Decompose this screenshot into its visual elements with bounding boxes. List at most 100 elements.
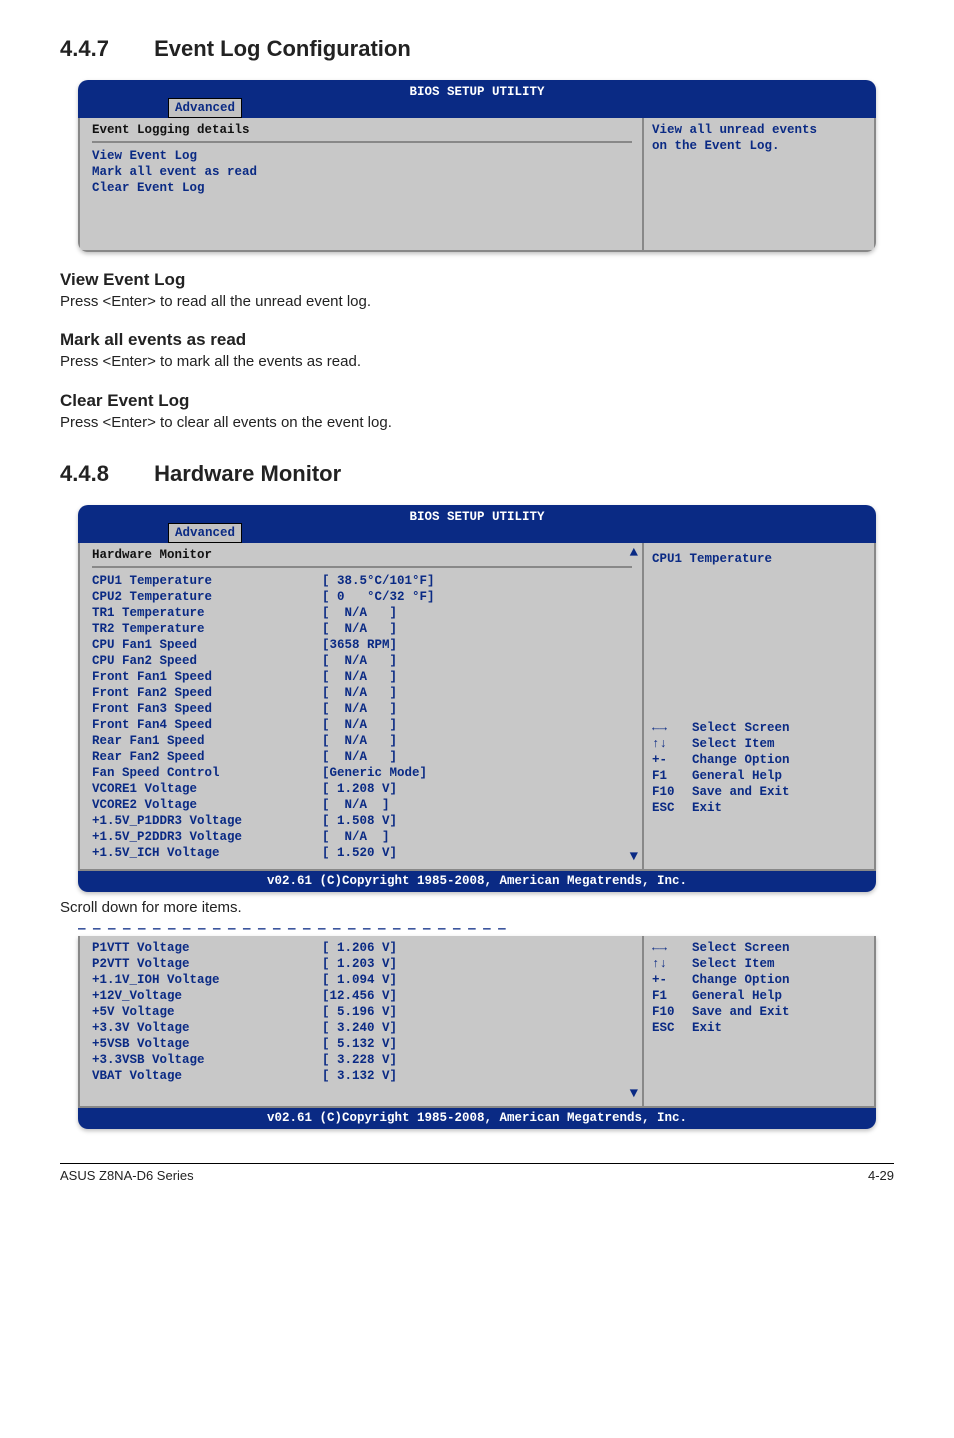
row-value: [ N/A ] [322, 701, 397, 717]
list-item[interactable]: Rear Fan1 Speed[ N/A ] [92, 733, 632, 749]
row-value: [ N/A ] [322, 749, 397, 765]
row-value: [Generic Mode] [322, 765, 427, 781]
row-value: [ N/A ] [322, 829, 390, 845]
tab-advanced[interactable]: Advanced [168, 523, 242, 543]
row-value: [ 1.094 V] [322, 972, 397, 988]
row-label: Front Fan4 Speed [92, 717, 322, 733]
help-line: +-Change Option [652, 972, 866, 988]
list-item[interactable]: +1.5V_P2DDR3 Voltage[ N/A ] [92, 829, 632, 845]
left-heading: Event Logging details [92, 122, 632, 138]
row-label: P2VTT Voltage [92, 956, 322, 972]
bios-screenshot-hardware-monitor: BIOS SETUP UTILITY Advanced ▲ Hardware M… [78, 505, 876, 892]
row-label: TR1 Temperature [92, 605, 322, 621]
row-value: [ 3.132 V] [322, 1068, 397, 1084]
menu-item[interactable]: Mark all event as read [92, 164, 632, 180]
section-title: 4.4.8 Hardware Monitor [60, 461, 894, 487]
row-value: [ N/A ] [322, 685, 397, 701]
help-key: ↑↓ [652, 956, 692, 972]
help-text: Exit [692, 800, 722, 816]
bios-screenshot-event-log: BIOS SETUP UTILITY Advanced Event Loggin… [78, 80, 876, 252]
help-key: F1 [652, 768, 692, 784]
help-context: CPU1 Temperature [652, 551, 866, 567]
help-text: Select Screen [692, 720, 790, 736]
bios-right-pane: CPU1 Temperature ←→Select Screen↑↓Select… [642, 543, 876, 871]
help-key: ←→ [652, 940, 692, 956]
list-item[interactable]: CPU2 Temperature[ 0 °C/32 °F] [92, 589, 632, 605]
help-key: F10 [652, 1004, 692, 1020]
bios-footer: v02.61 (C)Copyright 1985-2008, American … [78, 1108, 876, 1129]
scroll-down-icon[interactable]: ▼ [630, 849, 638, 867]
help-key: F1 [652, 988, 692, 1004]
row-label: Front Fan1 Speed [92, 669, 322, 685]
divider [92, 566, 632, 568]
list-item[interactable]: CPU1 Temperature[ 38.5°C/101°F] [92, 573, 632, 589]
row-label: VBAT Voltage [92, 1068, 322, 1084]
help-text: on the Event Log. [652, 138, 866, 154]
dashed-divider: — — — — — — — — — — — — — — — — — — — — … [78, 922, 876, 936]
scroll-up-icon[interactable]: ▲ [630, 545, 638, 563]
list-item[interactable]: +1.1V_IOH Voltage[ 1.094 V] [92, 972, 632, 988]
row-label: +1.5V_P1DDR3 Voltage [92, 813, 322, 829]
help-text: Select Item [692, 736, 775, 752]
help-text: Exit [692, 1020, 722, 1036]
help-key: F10 [652, 784, 692, 800]
bios-right-pane: View all unread events on the Event Log. [642, 118, 876, 252]
list-item[interactable]: Front Fan1 Speed[ N/A ] [92, 669, 632, 685]
list-item[interactable]: CPU Fan1 Speed[3658 RPM] [92, 637, 632, 653]
row-value: [ 1.520 V] [322, 845, 397, 861]
row-label: Front Fan2 Speed [92, 685, 322, 701]
list-item[interactable]: P2VTT Voltage[ 1.203 V] [92, 956, 632, 972]
row-label: +5VSB Voltage [92, 1036, 322, 1052]
help-key: +- [652, 752, 692, 768]
list-item[interactable]: Front Fan4 Speed[ N/A ] [92, 717, 632, 733]
row-label: CPU2 Temperature [92, 589, 322, 605]
row-label: VCORE1 Voltage [92, 781, 322, 797]
list-item[interactable]: +3.3VSB Voltage[ 3.228 V] [92, 1052, 632, 1068]
row-value: [3658 RPM] [322, 637, 397, 653]
row-value: [ N/A ] [322, 621, 397, 637]
row-label: Fan Speed Control [92, 765, 322, 781]
row-value: [ 0 °C/32 °F] [322, 589, 435, 605]
row-label: P1VTT Voltage [92, 940, 322, 956]
list-item[interactable]: P1VTT Voltage[ 1.206 V] [92, 940, 632, 956]
list-item[interactable]: Rear Fan2 Speed[ N/A ] [92, 749, 632, 765]
list-item[interactable]: TR2 Temperature[ N/A ] [92, 621, 632, 637]
list-item[interactable]: VBAT Voltage[ 3.132 V] [92, 1068, 632, 1084]
list-item[interactable]: +1.5V_ICH Voltage[ 1.520 V] [92, 845, 632, 861]
help-line: ESCExit [652, 1020, 866, 1036]
list-item[interactable]: VCORE1 Voltage[ 1.208 V] [92, 781, 632, 797]
list-item[interactable]: +5V Voltage[ 5.196 V] [92, 1004, 632, 1020]
tab-advanced[interactable]: Advanced [168, 98, 242, 118]
row-value: [ N/A ] [322, 669, 397, 685]
list-item[interactable]: VCORE2 Voltage[ N/A ] [92, 797, 632, 813]
menu-item[interactable]: Clear Event Log [92, 180, 632, 196]
list-item[interactable]: CPU Fan2 Speed[ N/A ] [92, 653, 632, 669]
menu-item[interactable]: View Event Log [92, 148, 632, 164]
list-item[interactable]: +1.5V_P1DDR3 Voltage[ 1.508 V] [92, 813, 632, 829]
row-label: +1.5V_ICH Voltage [92, 845, 322, 861]
list-item[interactable]: Front Fan2 Speed[ N/A ] [92, 685, 632, 701]
page-footer: ASUS Z8NA-D6 Series 4-29 [60, 1163, 894, 1183]
list-item[interactable]: +3.3V Voltage[ 3.240 V] [92, 1020, 632, 1036]
scroll-down-icon[interactable]: ▼ [630, 1086, 638, 1104]
list-item[interactable]: +12V_Voltage[12.456 V] [92, 988, 632, 1004]
help-text: General Help [692, 768, 782, 784]
subheading: View Event Log [60, 270, 894, 290]
row-label: CPU Fan1 Speed [92, 637, 322, 653]
help-line: F1General Help [652, 768, 866, 784]
row-value: [ 1.206 V] [322, 940, 397, 956]
bios-footer: v02.61 (C)Copyright 1985-2008, American … [78, 871, 876, 892]
list-item[interactable]: TR1 Temperature[ N/A ] [92, 605, 632, 621]
list-item[interactable]: +5VSB Voltage[ 5.132 V] [92, 1036, 632, 1052]
help-key: ↑↓ [652, 736, 692, 752]
help-line: F10Save and Exit [652, 1004, 866, 1020]
subheading: Mark all events as read [60, 330, 894, 350]
list-item[interactable]: Front Fan3 Speed[ N/A ] [92, 701, 632, 717]
row-label: CPU Fan2 Speed [92, 653, 322, 669]
bios-right-pane: ←→Select Screen↑↓Select Item+-Change Opt… [642, 936, 876, 1108]
list-item[interactable]: Fan Speed Control[Generic Mode] [92, 765, 632, 781]
bios-left-pane: P1VTT Voltage[ 1.206 V]P2VTT Voltage[ 1.… [78, 936, 642, 1108]
help-text: General Help [692, 988, 782, 1004]
help-key: ←→ [652, 720, 692, 736]
help-text: Save and Exit [692, 784, 790, 800]
